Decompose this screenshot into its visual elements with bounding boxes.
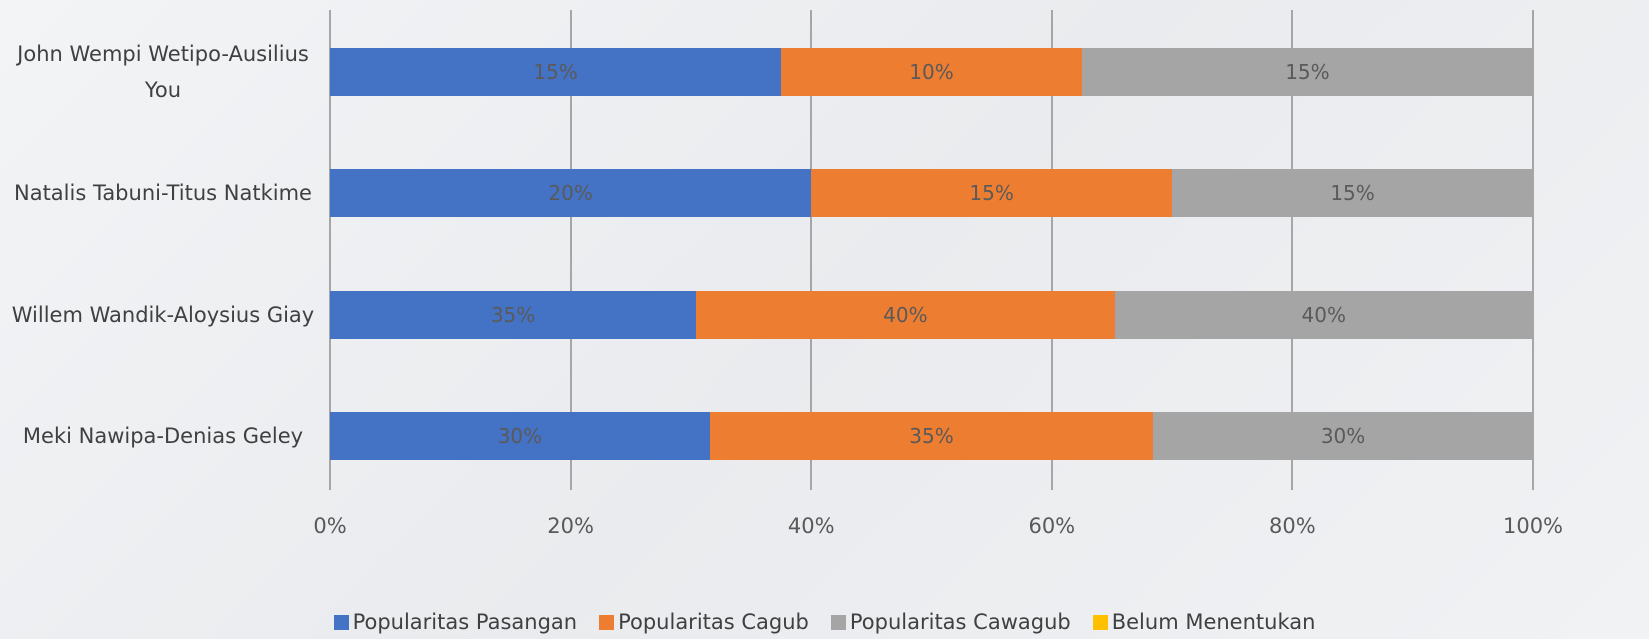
legend-label: Belum Menentukan <box>1111 610 1316 634</box>
legend-label: Popularitas Cawagub <box>849 610 1071 634</box>
bar-segment <box>781 48 1082 96</box>
legend-item: Popularitas Cawagub <box>830 610 1071 634</box>
x-tick-label: 60% <box>1028 514 1076 538</box>
bar-segment <box>1081 48 1533 96</box>
data-label: 40% <box>1301 302 1347 327</box>
grid-line <box>1532 10 1534 490</box>
data-label: 15% <box>533 60 578 84</box>
data-label: 20% <box>548 181 593 206</box>
data-label: 40% <box>883 302 928 327</box>
legend-swatch <box>599 614 615 630</box>
legend-swatch <box>1092 614 1108 630</box>
bar-segment <box>1153 411 1533 460</box>
legend-item: Popularitas Cagub <box>599 610 809 634</box>
x-tick-label: 80% <box>1269 514 1316 538</box>
data-label: 35% <box>909 423 954 448</box>
data-label: 10% <box>909 60 954 84</box>
grid-line <box>810 10 813 490</box>
data-label: 35% <box>490 302 536 327</box>
bar-segment <box>330 48 782 96</box>
grid-line <box>1050 10 1053 490</box>
bar-segment <box>1172 169 1533 218</box>
grid-line <box>1291 10 1294 490</box>
legend-item: Popularitas Pasangan <box>333 610 578 634</box>
legend-label: Popularitas Pasangan <box>352 610 578 634</box>
data-label: 30% <box>497 423 543 448</box>
x-tick-label: 100% <box>1502 514 1564 538</box>
bar-segment <box>696 290 1115 339</box>
x-tick-label: 0% <box>313 514 347 538</box>
x-tick-label: 40% <box>787 514 835 538</box>
category-label: Natalis Tabuni-Titus Natkime <box>14 181 312 206</box>
bar-segment <box>330 411 710 460</box>
category-label: Willem Wandik-Aloysius Giay <box>11 302 315 327</box>
bar-segment <box>330 290 697 339</box>
legend: Popularitas Pasangan Popularitas Cagub Pop… <box>0 610 1649 634</box>
data-label: 15% <box>969 181 1014 206</box>
category-label: Meki Nawipa-Denias Geley <box>22 423 304 448</box>
bar-segment <box>330 169 812 218</box>
legend-swatch <box>830 614 846 630</box>
category-label: John Wempi Wetipo-Ausilius You <box>17 42 309 102</box>
legend-label: Popularitas Cagub <box>618 610 809 634</box>
data-label: 30% <box>1320 423 1366 448</box>
legend-swatch <box>333 614 349 630</box>
data-label: 15% <box>1330 181 1375 206</box>
grid-line <box>569 10 572 490</box>
bar-segment <box>811 169 1173 218</box>
legend-item: Belum Menentukan <box>1092 610 1316 634</box>
data-label: 15% <box>1285 60 1330 84</box>
bar-segment <box>1114 290 1533 339</box>
x-tick-label: 20% <box>547 514 594 538</box>
bar-segment <box>709 411 1154 460</box>
grid-line <box>329 10 331 490</box>
